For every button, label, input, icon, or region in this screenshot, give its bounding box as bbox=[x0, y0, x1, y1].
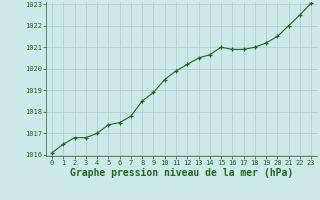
X-axis label: Graphe pression niveau de la mer (hPa): Graphe pression niveau de la mer (hPa) bbox=[70, 168, 293, 178]
